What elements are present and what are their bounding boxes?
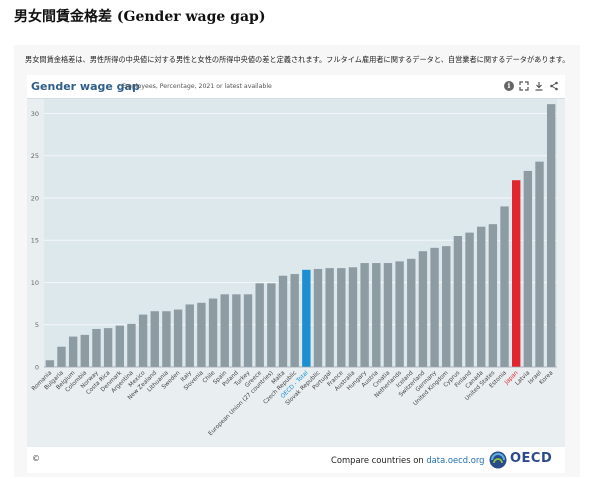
compare-text: Compare countries on [331,455,424,465]
bar-malta [278,275,288,367]
oecd-logo[interactable]: OECD [489,451,559,469]
oecd-globe-icon [489,451,507,469]
compare-countries: Compare countries on data.oecd.org [331,455,484,465]
bar-korea [546,104,556,367]
page-title: 男女間賃金格差 (Gender wage gap) [14,9,266,25]
bar-oecd-total [302,269,311,367]
bar-denmark [115,325,124,367]
bar-canada [477,226,486,367]
download-icon[interactable] [534,81,544,91]
bar-australia [348,267,358,367]
description-text: 男女間賃金格差は、男性所得の中央値に対する男性と女性の所得中央値の差と定義されま… [25,55,570,64]
bar-portugal [325,268,334,367]
y-tick-label: 15 [31,237,39,245]
bar-italy [185,304,194,367]
widget-subtitle: Employees, Percentage, 2021 or latest av… [122,83,272,90]
y-tick-label: 20 [31,194,39,202]
widget-footer: © Compare countries on data.oecd.org OEC… [27,447,565,473]
bar-france [337,268,346,367]
bar-poland [232,294,241,367]
bar-finland [465,232,474,367]
widget-toolbar: i [504,81,559,91]
share-icon[interactable] [549,81,559,91]
bar-new-zealand [150,311,159,367]
bar-iceland [407,258,416,367]
bar-netherlands [395,261,404,367]
bar-european-union-27-countries- [267,283,276,367]
y-tick-label: 25 [31,152,39,160]
bar-mexico [138,314,148,367]
bar-japan [511,180,521,367]
data-oecd-link[interactable]: data.oecd.org [426,455,485,465]
bar-united-states [488,224,498,367]
bar-austria [372,263,381,367]
bar-romania [45,360,55,367]
x-tick-label: Korea [539,370,555,386]
bar-turkey [243,294,253,367]
bar-bulgaria [57,346,66,367]
bar-spain [220,294,229,367]
bar-switzerland [418,251,428,367]
info-icon[interactable]: i [504,81,514,91]
bar-argentina [127,323,136,367]
bar-israel [535,161,544,367]
widget-header: Gender wage gap Employees, Percentage, 2… [27,75,565,99]
bar-colombia [80,334,90,367]
bar-greece [255,283,264,367]
chart-widget: Gender wage gap Employees, Percentage, 2… [27,75,565,473]
widget-title: Gender wage gap [31,80,140,93]
bar-chart: 051015202530RomaniaBulgariaBelgiumColomb… [31,99,557,437]
bar-lithuania [162,311,171,367]
bar-chile [208,298,218,367]
bar-croatia [383,263,393,367]
y-tick-label: 5 [35,321,39,329]
expand-icon[interactable] [519,81,529,91]
bar-hungary [360,263,369,367]
y-tick-label: 0 [35,364,39,372]
bar-costa-rica [103,328,113,367]
bar-norway [92,328,101,367]
oecd-logo-text: OECD [510,451,553,466]
bar-germany [430,247,439,367]
bar-latvia [523,170,533,367]
bar-slovenia [197,302,206,367]
y-tick-label: 30 [31,110,39,118]
y-tick-label: 10 [31,279,39,287]
bar-sweden [173,309,183,367]
bar-slovak-republic [313,268,323,367]
copyright-text: © [32,454,40,463]
bar-united-kingdom [442,246,451,367]
bar-czech-republic [290,274,299,367]
bar-belgium [68,336,78,367]
bar-estonia [500,206,509,367]
bar-cyprus [453,236,463,367]
content-card: 男女間賃金格差は、男性所得の中央値に対する男性と女性の所得中央値の差と定義されま… [14,45,580,477]
